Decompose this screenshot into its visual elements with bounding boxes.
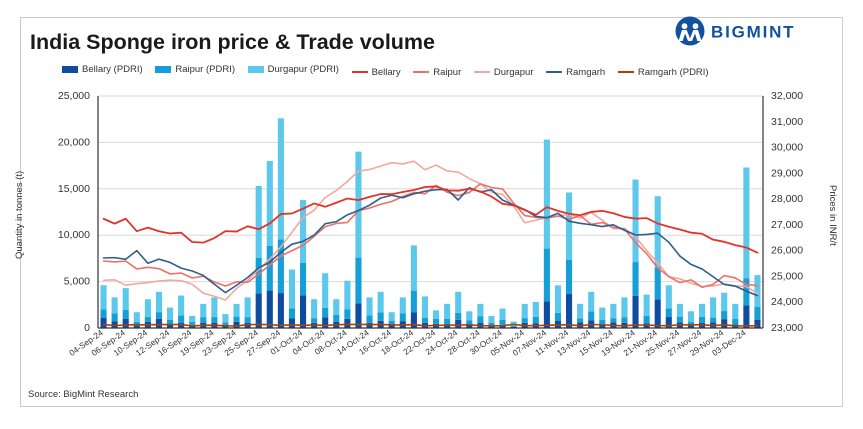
svg-text:31,000: 31,000 [771,116,803,128]
svg-text:32,000: 32,000 [771,90,803,102]
svg-text:26,000: 26,000 [771,245,803,257]
svg-text:30,000: 30,000 [771,142,803,154]
svg-text:27,000: 27,000 [771,219,803,231]
svg-text:24,000: 24,000 [771,296,803,308]
svg-text:0: 0 [84,322,90,334]
svg-text:15,000: 15,000 [58,183,90,195]
svg-text:5,000: 5,000 [64,276,90,288]
svg-text:28,000: 28,000 [771,193,803,205]
svg-text:20,000: 20,000 [58,136,90,148]
svg-text:23,000: 23,000 [771,322,803,334]
svg-text:10,000: 10,000 [58,229,90,241]
svg-text:25,000: 25,000 [58,90,90,102]
svg-text:29,000: 29,000 [771,167,803,179]
svg-text:25,000: 25,000 [771,270,803,282]
